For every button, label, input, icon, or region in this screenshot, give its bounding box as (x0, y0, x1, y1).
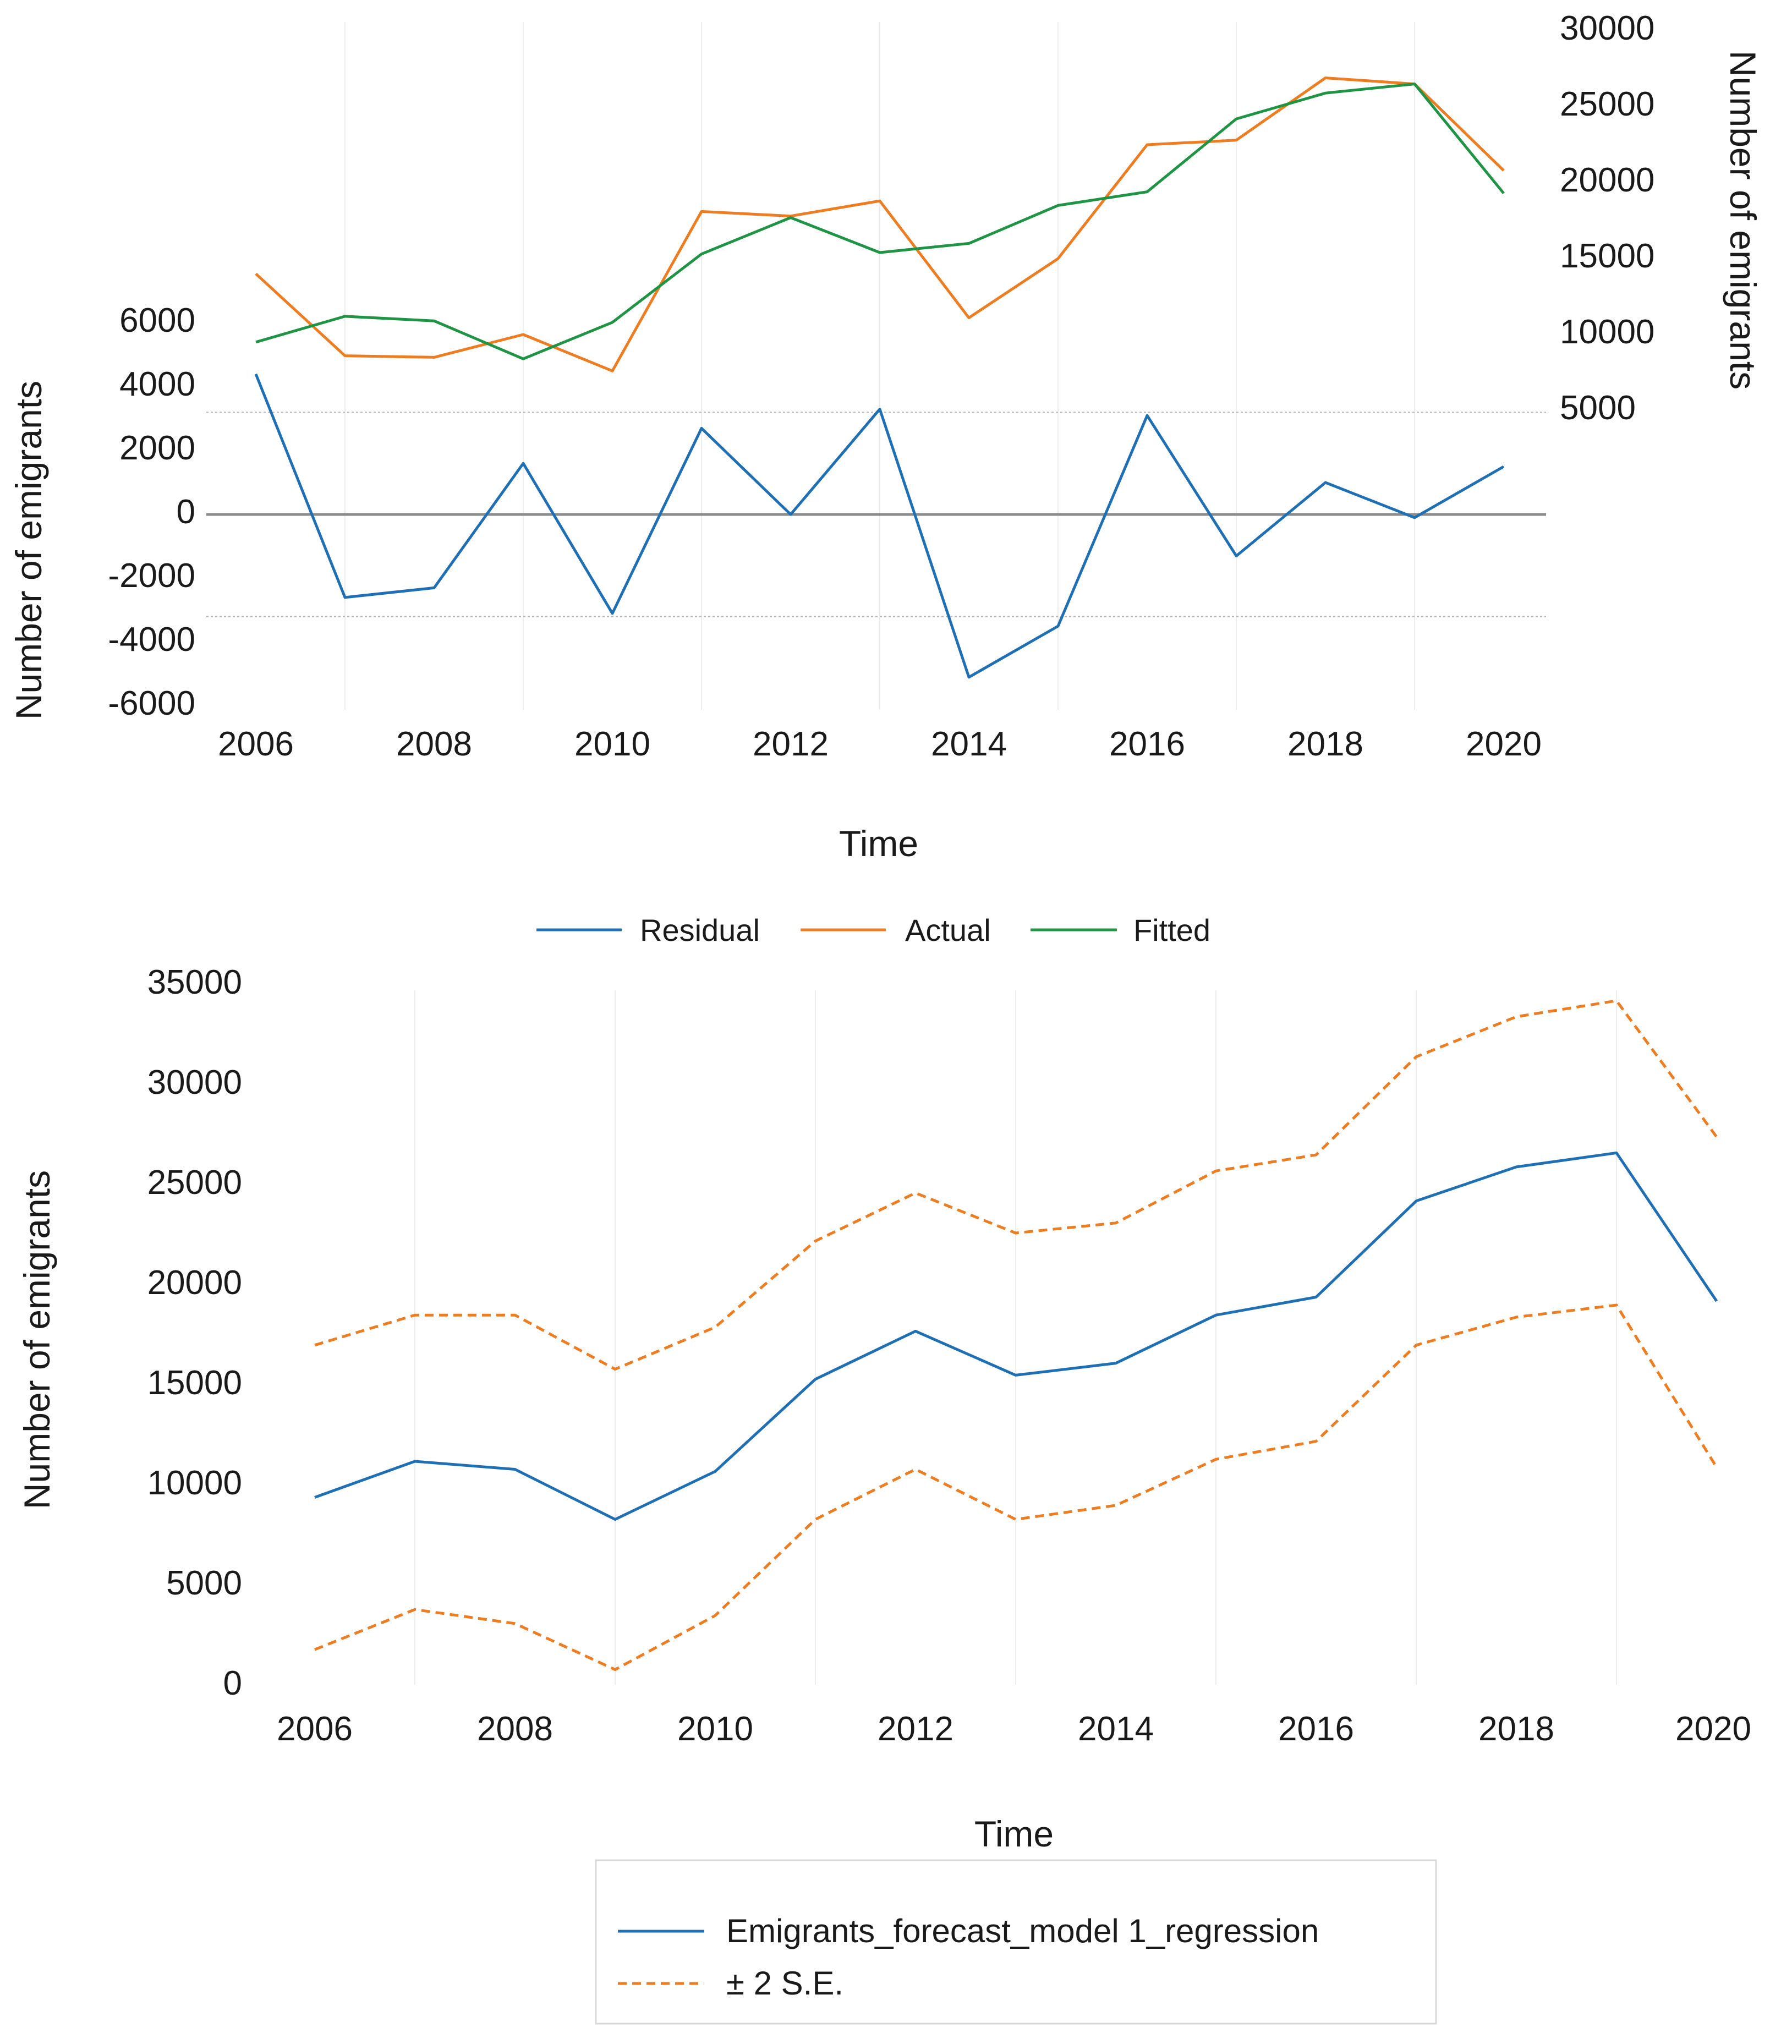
c1-left-tick-labels: 6000 4000 2000 0 -2000 -4000 -6000 (108, 302, 195, 722)
c2-y-axis-title: Number of emigrants (17, 1170, 57, 1509)
se-band-lower-line (314, 1303, 1718, 1671)
c1-x-tick: 2008 (396, 725, 472, 763)
se-band-upper-line (314, 999, 1718, 1371)
c1-x-tick: 2020 (1466, 725, 1542, 763)
c1-left-tick: -6000 (108, 684, 195, 722)
forecast-line (314, 1151, 1718, 1521)
c1-legend: Residual Actual Fitted (536, 913, 1210, 947)
legend-label-forecast: Emigrants_forecast_model 1_regression (726, 1913, 1319, 1949)
c2-y-tick: 35000 (147, 963, 242, 1001)
c2-y-tick: 0 (223, 1664, 242, 1702)
c1-x-tick: 2014 (931, 725, 1007, 763)
c1-right-tick-labels: 30000 25000 20000 15000 10000 5000 (1560, 9, 1654, 427)
c2-x-axis-title: Time (974, 1813, 1054, 1854)
forecast-chart: 35000 30000 25000 20000 15000 10000 5000… (17, 963, 1751, 2025)
series-line-actual (255, 76, 1505, 372)
c2-legend: Emigrants_forecast_model 1_regression ± … (595, 1859, 1437, 2025)
c2-x-tick: 2016 (1278, 1710, 1354, 1748)
c2-y-tick: 10000 (147, 1464, 242, 1502)
c1-right-tick: 30000 (1560, 9, 1654, 47)
c2-y-tick: 20000 (147, 1264, 242, 1302)
c1-left-tick: -2000 (108, 557, 195, 595)
legend-label-actual: Actual (905, 913, 991, 947)
c2-y-tick: 5000 (166, 1564, 242, 1602)
c2-y-tick: 25000 (147, 1164, 242, 1202)
c1-reference-lines (206, 412, 1546, 617)
c1-right-axis-title: Number of emigrants (1723, 51, 1763, 390)
c1-x-tick-labels: 2006 2008 2010 2012 2014 2016 2018 2020 (218, 725, 1542, 763)
c2-x-tick: 2008 (477, 1710, 553, 1748)
c2-y-tick-labels: 35000 30000 25000 20000 15000 10000 5000… (147, 963, 242, 1702)
c1-x-tick: 2012 (753, 725, 829, 763)
c1-x-tick: 2010 (574, 725, 650, 763)
c1-left-tick: -4000 (108, 621, 195, 659)
c2-vertical-gridlines (414, 990, 1617, 1685)
c2-series-lines (314, 999, 1718, 1671)
series-line-fitted (255, 83, 1505, 360)
c1-vertical-gridlines (344, 22, 1415, 710)
c2-x-tick: 2020 (1675, 1710, 1751, 1748)
c1-right-tick: 20000 (1560, 161, 1654, 199)
c1-x-tick: 2018 (1287, 725, 1363, 763)
c2-x-tick: 2012 (878, 1710, 953, 1748)
c2-x-tick: 2014 (1078, 1710, 1154, 1748)
c2-x-tick-labels: 2006 2008 2010 2012 2014 2016 2018 2020 (277, 1710, 1751, 1748)
c2-x-tick: 2006 (277, 1710, 353, 1748)
c1-left-axis-title: Number of emigrants (8, 381, 49, 720)
residual-actual-fitted-chart: 6000 4000 2000 0 -2000 -4000 -6000 30000… (8, 9, 1763, 947)
series-line-residual (254, 373, 1505, 679)
c1-right-tick: 10000 (1560, 313, 1654, 351)
c2-legend-box (595, 1859, 1437, 2025)
c2-x-tick: 2010 (677, 1710, 753, 1748)
c1-right-tick: 5000 (1560, 389, 1636, 427)
c1-left-tick: 6000 (119, 302, 195, 339)
c1-x-tick: 2006 (218, 725, 294, 763)
c2-y-tick: 30000 (147, 1064, 242, 1102)
c1-x-axis-title: Time (839, 823, 918, 864)
c1-right-tick: 15000 (1560, 237, 1654, 275)
c2-y-tick: 15000 (147, 1364, 242, 1402)
c1-left-tick: 4000 (119, 365, 195, 403)
legend-label-se: ± 2 S.E. (726, 1965, 843, 2002)
c1-x-tick: 2016 (1109, 725, 1185, 763)
c1-left-tick: 0 (177, 493, 195, 531)
legend-label-residual: Residual (640, 913, 760, 947)
c2-x-tick: 2018 (1478, 1710, 1554, 1748)
c1-left-tick: 2000 (119, 429, 195, 467)
c1-series-lines (254, 76, 1505, 679)
legend-label-fitted: Fitted (1133, 913, 1210, 947)
c1-right-tick: 25000 (1560, 85, 1654, 123)
